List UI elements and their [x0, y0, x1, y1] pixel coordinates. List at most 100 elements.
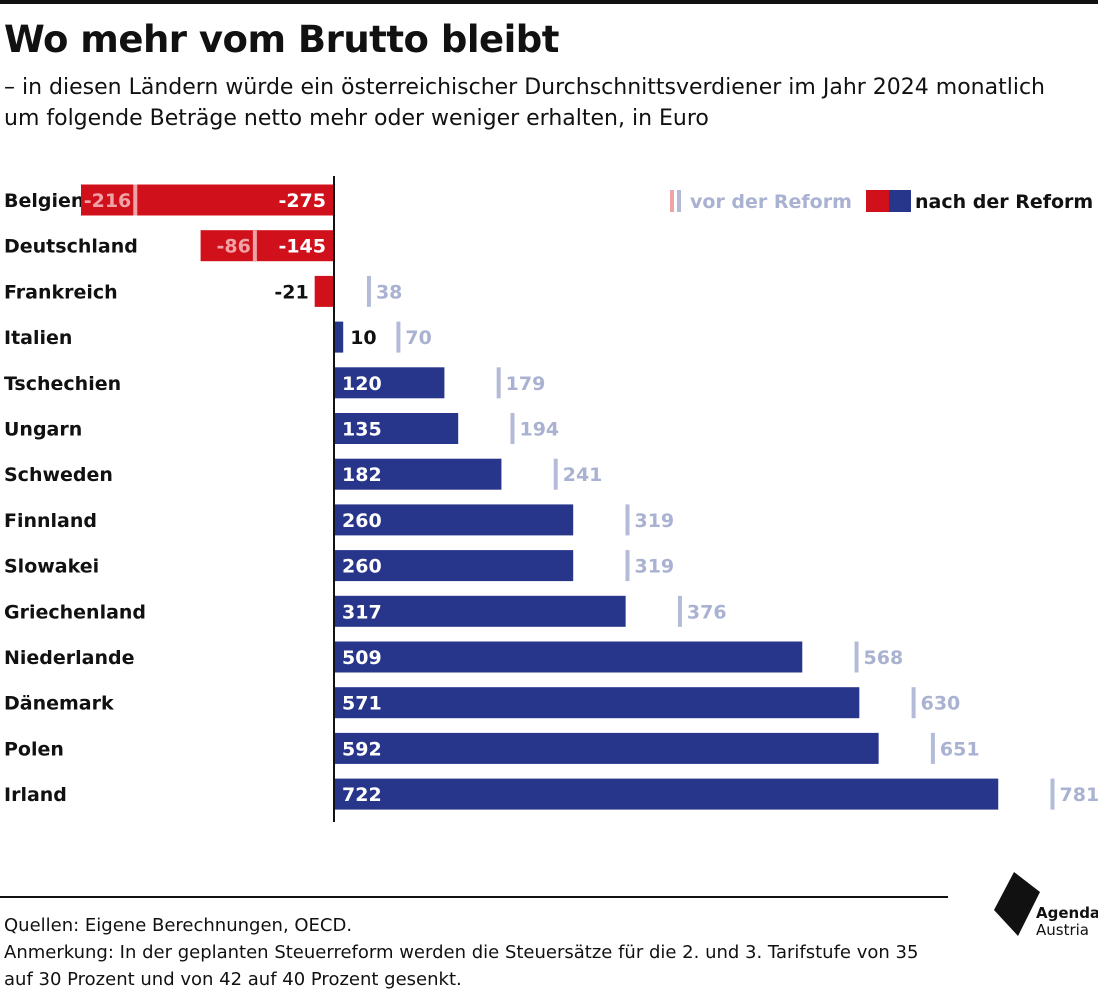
- top-rule: [0, 0, 1098, 4]
- value-label-after: 260: [342, 556, 382, 578]
- legend-after-negative-swatch: [866, 190, 889, 212]
- bar-row: Belgien -216 -275: [4, 184, 334, 216]
- bar-after: [334, 413, 459, 444]
- value-label-before: -86: [217, 236, 251, 258]
- value-label-after: 571: [342, 693, 382, 715]
- value-label-before: 241: [563, 464, 603, 486]
- marker-before: [930, 732, 935, 764]
- legend-before-negative-swatch: [670, 190, 674, 212]
- bar-after: [334, 732, 879, 764]
- legend-before-label: vor der Reform: [690, 191, 852, 213]
- legend-after-label: nach der Reform: [915, 191, 1093, 213]
- marker-before: [496, 367, 501, 399]
- bar-after: [334, 687, 860, 719]
- value-label-after: 317: [342, 601, 382, 623]
- country-label: Polen: [4, 738, 64, 760]
- country-label: Slowakei: [4, 556, 99, 578]
- bar-after: [334, 367, 445, 399]
- footer-rule: [0, 896, 948, 898]
- logo-text: Agenda Austria: [1036, 905, 1098, 939]
- marker-before: [366, 275, 371, 307]
- bar-row: Finnland 319 260: [4, 504, 674, 536]
- bar-chart: Belgien -216 -275 Deutschland -86 -145 Frankre…: [0, 160, 1098, 830]
- marker-before: [677, 595, 682, 627]
- bar-row: Italien 70 10: [4, 321, 432, 353]
- bar-row: Deutschland -86 -145: [4, 230, 334, 262]
- value-label-before: 376: [687, 601, 727, 623]
- marker-before: [911, 687, 916, 719]
- marker-before: [510, 413, 515, 444]
- bar-after: [334, 458, 502, 490]
- value-label-before: 38: [376, 281, 402, 303]
- country-label: Griechenland: [4, 601, 146, 623]
- value-label-after: 592: [342, 738, 382, 760]
- marker-before: [133, 184, 138, 216]
- value-label-before: 179: [506, 373, 546, 395]
- value-label-after: 260: [342, 510, 382, 532]
- marker-before: [854, 641, 859, 673]
- bar-chart-svg: Belgien -216 -275 Deutschland -86 -145 Frankre…: [4, 176, 1098, 822]
- value-label-after: 722: [342, 784, 382, 806]
- legend: vor der Reform nach der Reform: [670, 190, 1093, 213]
- bar-row: Dänemark 630 571: [4, 687, 961, 719]
- bar-row: Slowakei 319 260: [4, 550, 674, 582]
- bar-after: [81, 184, 334, 216]
- country-label: Dänemark: [4, 693, 114, 715]
- value-label-before: 630: [921, 693, 961, 715]
- country-label: Deutschland: [4, 236, 138, 258]
- value-label-before: 568: [864, 647, 904, 669]
- value-label-before: 781: [1060, 784, 1098, 806]
- agenda-austria-logo-icon: [994, 872, 1040, 936]
- bar-row: Frankreich 38 -21: [4, 275, 402, 307]
- marker-before: [1050, 778, 1055, 810]
- bar-row: Polen 651 592: [4, 732, 980, 764]
- bar-row: Irland 781 722: [4, 778, 1098, 810]
- bar-after: [334, 321, 344, 353]
- bar-after: [334, 778, 999, 810]
- country-label: Irland: [4, 784, 67, 806]
- country-label: Finnland: [4, 510, 97, 532]
- country-label: Belgien: [4, 190, 84, 212]
- value-label-after: -275: [278, 190, 326, 212]
- value-label-after: 182: [342, 464, 382, 486]
- sources-note: Quellen: Eigene Berechnungen, OECD.: [4, 915, 353, 936]
- bar-after: [334, 504, 574, 536]
- country-label: Tschechien: [4, 373, 121, 395]
- bar-after: [314, 275, 334, 307]
- bar-rows: Belgien -216 -275 Deutschland -86 -145 Frankre…: [4, 184, 1098, 810]
- logo-line-1: Agenda: [1036, 904, 1098, 922]
- country-label: Frankreich: [4, 281, 118, 303]
- value-label-after: -145: [278, 236, 326, 258]
- country-label: Ungarn: [4, 419, 82, 441]
- bar-row: Griechenland 376 317: [4, 595, 727, 627]
- value-label-before: 70: [405, 327, 431, 349]
- value-label-before: 319: [634, 510, 674, 532]
- footer: Quellen: Eigene Berechnungen, OECD. Anme…: [4, 912, 934, 993]
- bar-after: [334, 641, 803, 673]
- value-label-before: 194: [519, 419, 559, 441]
- marker-before: [252, 230, 257, 262]
- bar-after: [200, 230, 334, 262]
- logo-line-2: Austria: [1036, 921, 1089, 939]
- legend-after-positive-swatch: [889, 190, 911, 212]
- marker-before: [396, 321, 401, 353]
- value-label-before: 651: [940, 738, 980, 760]
- remark-note: Anmerkung: In der geplanten Steuerreform…: [4, 942, 919, 990]
- value-label-after: 135: [342, 419, 382, 441]
- value-label-after: 120: [342, 373, 382, 395]
- country-label: Niederlande: [4, 647, 135, 669]
- bar-row: Tschechien 179 120: [4, 367, 546, 399]
- value-label-after: -21: [274, 281, 308, 303]
- value-label-before: -216: [84, 190, 132, 212]
- value-label-after: 10: [350, 327, 376, 349]
- chart-subtitle: – in diesen Ländern würde ein österreich…: [4, 75, 1045, 131]
- bar-row: Ungarn 194 135: [4, 413, 559, 444]
- chart-title: Wo mehr vom Brutto bleibt: [4, 18, 559, 61]
- legend-before-positive-swatch: [677, 190, 681, 212]
- value-label-before: 319: [634, 556, 674, 578]
- marker-before: [553, 458, 558, 490]
- marker-before: [625, 504, 630, 536]
- bar-after: [334, 550, 574, 582]
- bar-row: Niederlande 568 509: [4, 641, 904, 673]
- bar-after: [334, 595, 626, 627]
